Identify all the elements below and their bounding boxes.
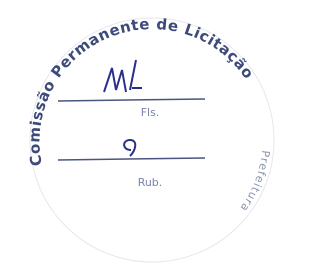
field-label: Fls. (141, 106, 160, 119)
field-line (58, 158, 205, 160)
signature (124, 140, 135, 156)
field-line (58, 99, 205, 101)
page: Comissão Permanente de Licitação Prefeit… (0, 0, 286, 270)
signature (104, 60, 142, 92)
ring-text-path: Comissão Permanente de Licitação (25, 15, 257, 167)
stamp: Comissão Permanente de Licitação Prefeit… (0, 0, 286, 270)
field-label: Rub. (138, 176, 163, 189)
ring-text: Comissão Permanente de Licitação (25, 15, 257, 167)
